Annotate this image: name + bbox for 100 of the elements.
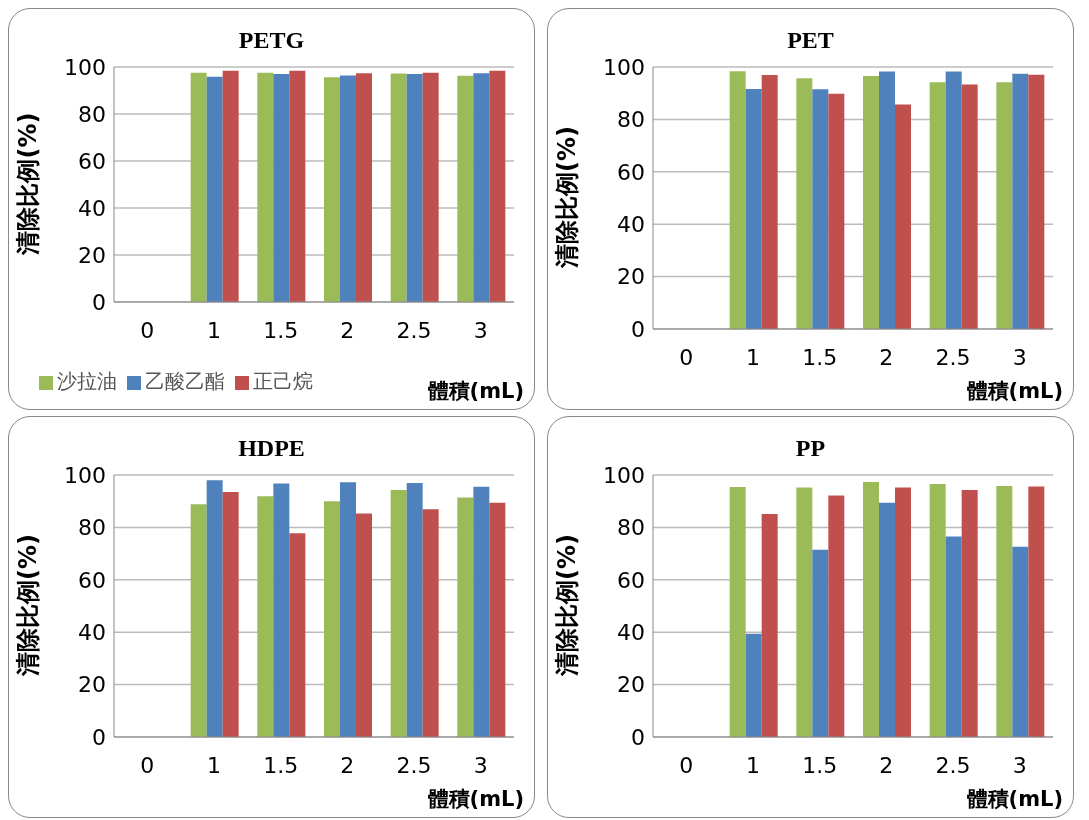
y-tick-label: 60 <box>617 159 645 185</box>
bar <box>945 71 962 329</box>
legend-label: 乙酸乙酯 <box>145 369 225 393</box>
y-tick-label: 20 <box>617 672 645 698</box>
x-tick-label: 3 <box>1012 752 1027 778</box>
x-tick-label: 0 <box>140 752 155 778</box>
bar <box>745 633 762 737</box>
y-tick-label: 0 <box>631 724 645 750</box>
y-axis-title: 清除比例(%) <box>13 112 42 256</box>
bar <box>929 483 946 737</box>
y-axis-title: 清除比例(%) <box>552 534 581 677</box>
bar <box>812 549 829 737</box>
x-tick-label: 2 <box>879 344 894 370</box>
y-tick-label: 100 <box>64 54 106 80</box>
bar <box>796 78 813 329</box>
bar <box>729 487 746 737</box>
x-tick-label: 2 <box>340 752 355 778</box>
x-tick-label: 2 <box>879 752 894 778</box>
y-tick-label: 40 <box>78 195 106 221</box>
bar <box>761 75 778 329</box>
x-tick-label: 3 <box>1012 344 1027 370</box>
chart-title: PP <box>795 435 826 461</box>
bar <box>222 492 239 737</box>
bar <box>457 497 474 737</box>
x-tick-label: 1.5 <box>263 752 299 778</box>
bar <box>206 480 223 737</box>
bar <box>761 514 778 737</box>
y-tick-label: 60 <box>78 567 106 593</box>
bar <box>406 483 423 737</box>
bar <box>828 93 845 329</box>
y-tick-label: 80 <box>617 107 645 133</box>
y-axis-title: 清除比例(%) <box>13 534 42 677</box>
bar <box>745 89 762 329</box>
x-tick-label: 0 <box>679 344 694 370</box>
bar <box>1012 73 1029 329</box>
x-tick-label: 0 <box>679 752 694 778</box>
y-tick-label: 0 <box>92 289 106 315</box>
bar <box>929 82 946 329</box>
bar <box>422 509 439 737</box>
bar <box>729 71 746 329</box>
bar <box>489 502 506 737</box>
y-tick-label: 60 <box>617 567 645 593</box>
x-tick-label: 0 <box>140 317 155 343</box>
x-axis-title: 體積(mL) <box>966 786 1063 813</box>
y-tick-label: 100 <box>603 462 645 488</box>
chart-title: PET <box>787 27 834 53</box>
x-tick-label: 2.5 <box>935 752 971 778</box>
bar <box>945 536 962 737</box>
y-tick-label: 20 <box>78 242 106 268</box>
y-tick-label: 40 <box>78 620 106 646</box>
bar <box>961 84 978 329</box>
bar <box>257 496 274 737</box>
bar <box>895 104 911 329</box>
bar <box>828 495 845 737</box>
x-tick-label: 1 <box>207 752 221 778</box>
y-tick-label: 0 <box>92 724 106 750</box>
bar <box>324 501 340 737</box>
x-tick-label: 3 <box>473 317 488 343</box>
x-tick-label: 1.5 <box>263 317 299 343</box>
bar <box>863 482 879 737</box>
bar <box>796 487 813 737</box>
bar <box>961 489 978 737</box>
x-tick-label: 1 <box>746 752 760 778</box>
y-axis-title: 清除比例(%) <box>552 126 581 269</box>
x-tick-label: 1.5 <box>802 752 838 778</box>
bar <box>996 486 1013 737</box>
legend-label: 正己烷 <box>253 369 313 393</box>
legend-label: 沙拉油 <box>57 369 117 393</box>
bar <box>1028 486 1045 737</box>
chart-title: HDPE <box>238 435 305 461</box>
bar <box>996 82 1013 329</box>
x-axis-title: 體積(mL) <box>427 786 524 813</box>
x-tick-label: 2.5 <box>935 344 971 370</box>
y-tick-label: 20 <box>78 672 106 698</box>
bar <box>340 482 356 737</box>
x-tick-label: 2.5 <box>396 752 432 778</box>
y-tick-label: 100 <box>64 462 106 488</box>
x-tick-label: 1 <box>746 344 760 370</box>
bar <box>190 504 207 737</box>
x-tick-label: 2 <box>340 317 355 343</box>
x-tick-label: 2.5 <box>396 317 432 343</box>
bar <box>390 489 407 737</box>
y-tick-label: 20 <box>617 264 645 290</box>
y-tick-label: 60 <box>78 148 106 174</box>
y-tick-label: 80 <box>617 515 645 541</box>
chart-title: PETG <box>238 27 305 53</box>
bar <box>356 513 372 737</box>
bar <box>812 89 829 329</box>
bar <box>879 71 895 329</box>
x-tick-label: 1.5 <box>802 344 838 370</box>
y-tick-label: 40 <box>617 212 645 238</box>
bar <box>473 486 490 737</box>
bar <box>289 533 306 737</box>
x-axis-title: 體積(mL) <box>427 378 524 405</box>
y-tick-label: 100 <box>603 54 645 80</box>
x-axis-title: 體積(mL) <box>966 378 1063 405</box>
bar <box>879 502 895 737</box>
bar <box>863 75 879 329</box>
bar <box>1012 546 1029 737</box>
x-tick-label: 1 <box>207 317 221 343</box>
